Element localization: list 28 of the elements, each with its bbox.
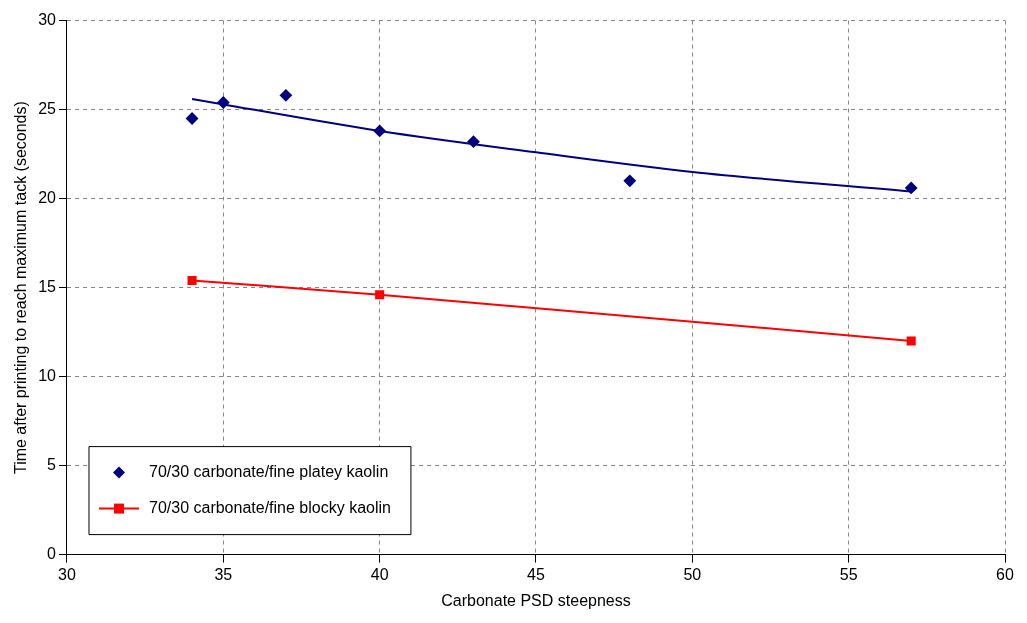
x-tick-label: 50: [683, 565, 702, 583]
x-tick-label: 45: [527, 565, 545, 583]
y-axis-title: Time after printing to reach maximum tack (seconds): [12, 101, 30, 475]
y-tick-label: 5: [47, 456, 57, 474]
point: [279, 89, 292, 102]
point: [467, 135, 480, 148]
point: [373, 124, 386, 137]
x-tick-label: 35: [214, 565, 233, 583]
point: [375, 290, 385, 300]
y-tick-label: 30: [38, 11, 57, 29]
legend-label: 70/30 carbonate/fine blocky kaolin: [149, 499, 391, 517]
x-tick-label: 30: [58, 565, 76, 583]
point: [906, 336, 916, 346]
legend-label: 70/30 carbonate/fine platey kaolin: [149, 463, 389, 481]
point: [187, 275, 197, 286]
x-tick-label: 55: [839, 565, 858, 583]
point: [905, 181, 918, 194]
y-tick-label: 0: [47, 545, 57, 563]
point: [217, 96, 230, 109]
x-axis-title: Carbonate PSD steepness: [441, 591, 631, 609]
y-tick-label: 15: [38, 278, 57, 296]
point: [186, 112, 199, 125]
point: [623, 174, 636, 187]
x-tick-label: 40: [370, 565, 389, 583]
y-tick-label: 10: [38, 367, 57, 385]
y-tick-label: 25: [38, 100, 57, 118]
y-tick-label: 20: [38, 189, 57, 207]
x-tick-label: 60: [996, 565, 1014, 583]
